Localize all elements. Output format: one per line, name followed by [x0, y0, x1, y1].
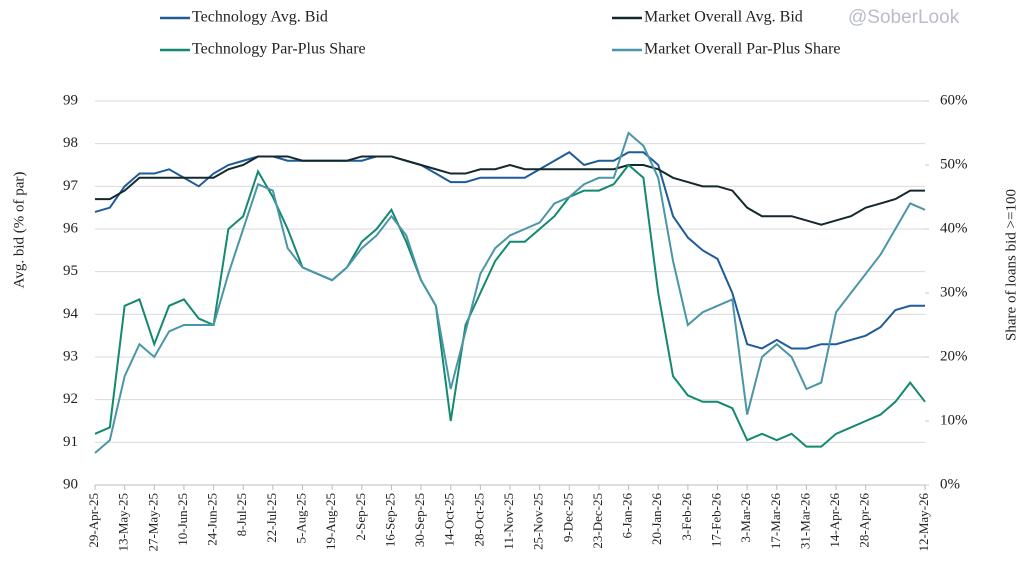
y2-tick-label: 30% [940, 284, 968, 300]
legend-label: Technology Par-Plus Share [192, 41, 366, 58]
x-tick-label: 19-Aug-25 [323, 493, 338, 550]
x-tick-label: 27-May-25 [145, 493, 160, 552]
x-tick-label: 24-Jun-25 [205, 493, 220, 546]
y2-tick-label: 60% [940, 92, 968, 108]
y2-tick-label: 50% [940, 156, 968, 172]
x-tick-label: 6-Jan-26 [620, 493, 635, 539]
x-tick-label: 8-Jul-25 [234, 493, 249, 536]
y-tick-label: 99 [63, 92, 78, 108]
x-tick-label: 9-Dec-25 [560, 493, 575, 542]
series-line [94, 150, 925, 350]
x-tick-label: 23-Dec-25 [590, 493, 605, 549]
x-tick-label: 30-Sep-25 [412, 493, 427, 547]
series-line [94, 131, 926, 454]
x-tick-label: 3-Mar-26 [738, 493, 753, 543]
y-tick-label: 91 [63, 434, 78, 450]
y-tick-label: 92 [63, 391, 78, 407]
x-tick-label: 31-Mar-26 [797, 493, 812, 550]
y-tick-label: 95 [63, 263, 78, 279]
y-tick-label: 98 [63, 135, 78, 151]
x-tick-label: 17-Mar-26 [768, 493, 783, 550]
x-tick-label: 5-Aug-25 [293, 493, 308, 544]
series-line [95, 155, 925, 226]
x-tick-label: 12-May-26 [916, 493, 931, 552]
x-tick-label: 25-Nov-25 [531, 493, 546, 550]
legend-label: Market Overall Avg. Bid [644, 9, 803, 26]
y2-axis-label: Share of loans bid >=100 [1003, 189, 1019, 341]
x-tick-label: 14-Oct-25 [442, 493, 457, 546]
legend-label: Technology Avg. Bid [192, 9, 328, 26]
x-tick-label: 22-Jul-25 [264, 493, 279, 543]
x-tick-label: 20-Jan-26 [649, 493, 664, 545]
x-tick-label: 16-Sep-25 [382, 493, 397, 547]
y-tick-label: 90 [63, 476, 78, 492]
x-tick-label: 29-Apr-25 [86, 493, 101, 548]
x-tick-label: 10-Jun-25 [175, 493, 190, 546]
y-tick-label: 93 [63, 348, 78, 364]
y-axis-label: Avg. bid (% of par) [11, 172, 27, 289]
y2-tick-label: 0% [940, 476, 960, 492]
x-tick-label: 14-Apr-26 [827, 493, 842, 548]
y2-tick-label: 20% [940, 348, 968, 364]
y-tick-label: 97 [63, 178, 79, 194]
y2-tick-label: 10% [940, 412, 968, 428]
x-tick-label: 3-Feb-26 [679, 493, 694, 541]
x-tick-label: 13-May-25 [116, 493, 131, 552]
watermark: @SoberLook [848, 7, 960, 28]
x-tick-label: 28-Apr-26 [857, 493, 872, 548]
legend-label: Market Overall Par-Plus Share [644, 41, 841, 58]
x-tick-label: 2-Sep-25 [353, 493, 368, 541]
y-tick-label: 94 [63, 306, 79, 322]
y2-tick-label: 40% [940, 220, 968, 236]
x-tick-label: 17-Feb-26 [708, 493, 723, 548]
y-tick-label: 96 [63, 220, 79, 236]
series-line [94, 163, 926, 448]
x-tick-label: 11-Nov-25 [501, 493, 516, 550]
x-tick-label: 28-Oct-25 [471, 493, 486, 546]
